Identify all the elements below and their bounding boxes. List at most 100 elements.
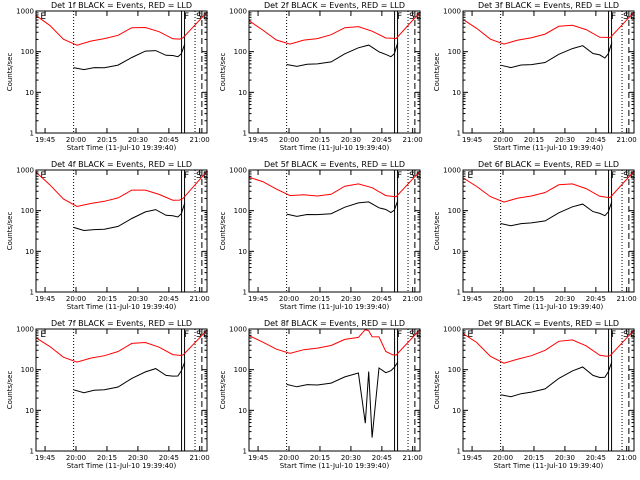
xtick-label: 20:00 [493, 295, 513, 303]
marker-label: E [40, 330, 46, 340]
axes-frame [462, 10, 635, 134]
marker-label: S [196, 12, 202, 22]
series-group [249, 329, 420, 438]
xtick-label: 20:45 [586, 136, 606, 144]
series-events [500, 361, 613, 398]
marker-label: E [467, 171, 473, 181]
xtick-label: 20:00 [279, 136, 299, 144]
ytick-label: 10 [25, 407, 34, 415]
panel-3: Det 3f BLACK = Events, RED = LLDFSE11010… [433, 1, 637, 152]
xtick-label: 20:00 [493, 454, 513, 462]
xtick-label: 20:15 [310, 136, 330, 144]
panel-4: Det 4f BLACK = Events, RED = LLDEFSE1101… [6, 160, 210, 311]
marker-label: F [611, 12, 616, 22]
series-group [36, 11, 207, 71]
axes-frame [248, 10, 421, 134]
series-events [286, 200, 399, 217]
x-axis-label: Start Time (11-Jul-10 19:39:40) [280, 462, 390, 470]
marker-label: S [196, 330, 202, 340]
ytick-label: 1 [30, 130, 34, 138]
axes-frame [35, 169, 208, 293]
xtick-label: 20:45 [586, 454, 606, 462]
ytick-label: 1000 [16, 326, 34, 334]
ytick-label: 1 [457, 130, 461, 138]
ytick-label: 1000 [16, 167, 34, 175]
xtick-label: 19:45 [462, 454, 482, 462]
marker-label: S [409, 12, 415, 22]
panel-title: Det 7f BLACK = Events, RED = LLD [51, 319, 192, 328]
y-axis-label: Counts/sec [219, 212, 227, 251]
marker-label: S [196, 171, 202, 181]
ytick-label: 1000 [229, 326, 247, 334]
series-events [73, 361, 186, 394]
xtick-label: 19:45 [248, 454, 268, 462]
xtick-label: 20:45 [159, 136, 179, 144]
ytick-label: 100 [21, 366, 34, 374]
x-axis-label: Start Time (11-Jul-10 19:39:40) [494, 144, 604, 152]
panel-title: Det 8f BLACK = Events, RED = LLD [264, 319, 405, 328]
series-lld [36, 170, 207, 208]
ytick-label: 10 [25, 248, 34, 256]
marker-label: E [40, 171, 46, 181]
ytick-label: 1 [457, 289, 461, 297]
ytick-label: 1000 [443, 326, 461, 334]
ytick-label: 100 [21, 207, 34, 215]
panel-title: Det 2f BLACK = Events, RED = LLD [264, 1, 405, 10]
xtick-label: 21:00 [190, 454, 210, 462]
panel-2: Det 2f BLACK = Events, RED = LLDFSE11010… [219, 1, 423, 152]
marker-label: E [40, 12, 46, 22]
marker-label: F [184, 330, 189, 340]
series-events [286, 42, 399, 67]
xtick-label: 20:00 [493, 136, 513, 144]
marker-label: S [409, 171, 415, 181]
xtick-label: 20:45 [586, 295, 606, 303]
xtick-label: 20:15 [97, 295, 117, 303]
xtick-label: 20:15 [524, 295, 544, 303]
y-axis-label: Counts/sec [433, 212, 441, 251]
xtick-label: 21:00 [617, 295, 637, 303]
xtick-label: 20:00 [66, 454, 86, 462]
ytick-label: 10 [238, 89, 247, 97]
series-group [249, 170, 420, 217]
axes-frame [35, 10, 208, 134]
xtick-label: 20:15 [97, 136, 117, 144]
x-axis-label: Start Time (11-Jul-10 19:39:40) [280, 303, 390, 311]
panel-7: Det 7f BLACK = Events, RED = LLDEFSE1101… [6, 319, 210, 470]
xtick-label: 20:45 [159, 454, 179, 462]
xtick-label: 20:15 [97, 454, 117, 462]
xtick-label: 20:30 [341, 454, 361, 462]
marker-label: F [184, 12, 189, 22]
panel-title: Det 1f BLACK = Events, RED = LLD [51, 1, 192, 10]
marker-label: E [467, 330, 473, 340]
ytick-label: 100 [448, 48, 461, 56]
marker-label: S [623, 171, 629, 181]
marker-label: F [611, 330, 616, 340]
marker-label: F [397, 12, 402, 22]
series-events [500, 42, 613, 69]
series-lld [36, 11, 207, 46]
panel-6: Det 6f BLACK = Events, RED = LLDEFSE1101… [433, 160, 637, 311]
series-events [73, 43, 186, 71]
panel-9: Det 9f BLACK = Events, RED = LLDEFSE1101… [433, 319, 637, 470]
xtick-label: 21:00 [403, 454, 423, 462]
xtick-label: 20:30 [341, 295, 361, 303]
x-axis-label: Start Time (11-Jul-10 19:39:40) [67, 144, 177, 152]
ytick-label: 1 [30, 448, 34, 456]
series-lld [249, 329, 420, 356]
ytick-label: 10 [25, 89, 34, 97]
ytick-label: 1 [243, 130, 247, 138]
series-lld [463, 170, 634, 203]
xtick-label: 19:45 [462, 136, 482, 144]
xtick-label: 20:45 [372, 295, 392, 303]
ytick-label: 10 [452, 407, 461, 415]
xtick-label: 21:00 [190, 136, 210, 144]
xtick-label: 20:15 [524, 136, 544, 144]
series-group [463, 170, 634, 227]
marker-label: F [184, 171, 189, 181]
xtick-label: 20:30 [128, 295, 148, 303]
axes-frame [462, 169, 635, 293]
y-axis-label: Counts/sec [6, 371, 14, 410]
y-axis-label: Counts/sec [6, 53, 14, 92]
ytick-label: 100 [234, 207, 247, 215]
